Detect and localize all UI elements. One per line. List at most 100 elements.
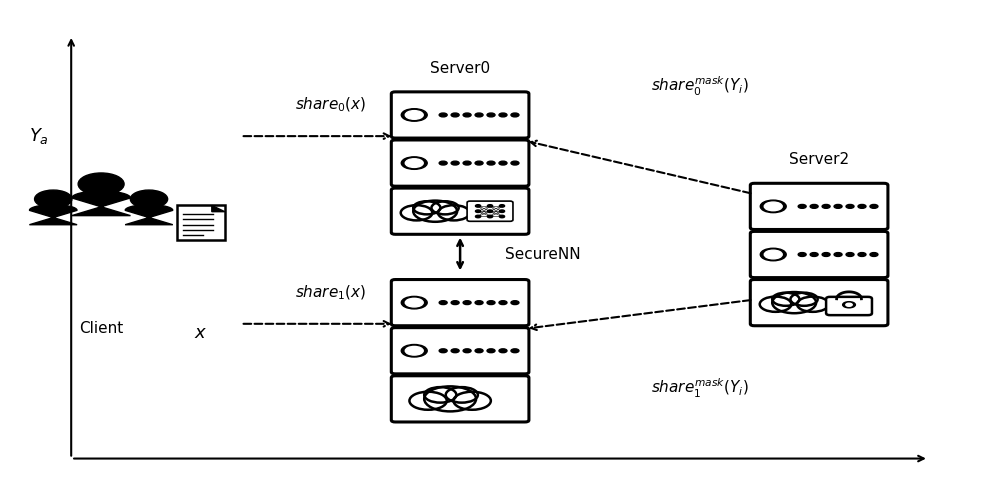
Circle shape: [487, 301, 495, 304]
Text: $share_0^{mask}(Y_i)$: $share_0^{mask}(Y_i)$: [651, 75, 748, 98]
FancyBboxPatch shape: [391, 188, 529, 234]
Circle shape: [822, 204, 830, 208]
Text: $share_1^{mask}(Y_i)$: $share_1^{mask}(Y_i)$: [651, 377, 748, 400]
Circle shape: [764, 250, 782, 259]
FancyBboxPatch shape: [391, 92, 529, 138]
Circle shape: [487, 205, 493, 207]
Circle shape: [451, 161, 459, 165]
Circle shape: [798, 204, 806, 208]
Circle shape: [822, 253, 830, 257]
Text: Server2: Server2: [789, 152, 849, 167]
FancyBboxPatch shape: [750, 231, 888, 278]
Circle shape: [499, 161, 507, 165]
Polygon shape: [212, 205, 225, 212]
Circle shape: [499, 113, 507, 117]
Circle shape: [760, 200, 786, 212]
Text: Client: Client: [79, 321, 123, 336]
Circle shape: [511, 301, 519, 304]
FancyBboxPatch shape: [177, 205, 225, 240]
Circle shape: [499, 210, 505, 212]
Circle shape: [405, 111, 423, 119]
Circle shape: [834, 253, 842, 257]
Circle shape: [409, 392, 447, 410]
Circle shape: [401, 205, 432, 220]
Circle shape: [846, 303, 852, 306]
Circle shape: [475, 161, 483, 165]
Circle shape: [487, 349, 495, 353]
Circle shape: [438, 205, 470, 220]
Circle shape: [499, 349, 507, 353]
Circle shape: [790, 293, 818, 306]
Circle shape: [499, 301, 507, 304]
Circle shape: [424, 386, 476, 411]
Circle shape: [439, 301, 447, 304]
Circle shape: [487, 210, 493, 212]
Circle shape: [475, 113, 483, 117]
Circle shape: [843, 302, 855, 308]
Circle shape: [834, 204, 842, 208]
Circle shape: [130, 190, 168, 208]
Circle shape: [858, 204, 866, 208]
Circle shape: [405, 347, 423, 355]
Circle shape: [797, 297, 829, 312]
Circle shape: [499, 215, 505, 218]
Circle shape: [405, 159, 423, 167]
Circle shape: [798, 253, 806, 257]
Polygon shape: [125, 205, 173, 225]
Polygon shape: [29, 205, 77, 225]
Text: SecureNN: SecureNN: [505, 246, 581, 261]
FancyBboxPatch shape: [826, 297, 872, 315]
Circle shape: [772, 292, 816, 313]
Circle shape: [463, 161, 471, 165]
Circle shape: [413, 201, 440, 214]
Circle shape: [475, 205, 481, 207]
Circle shape: [451, 349, 459, 353]
FancyBboxPatch shape: [391, 280, 529, 326]
Circle shape: [463, 113, 471, 117]
Polygon shape: [72, 191, 130, 216]
Circle shape: [870, 204, 878, 208]
Text: $share_0(x)$: $share_0(x)$: [295, 96, 366, 115]
Circle shape: [499, 205, 505, 207]
Circle shape: [772, 293, 799, 306]
Circle shape: [439, 161, 447, 165]
Circle shape: [475, 301, 483, 304]
Text: $share_1(x)$: $share_1(x)$: [295, 284, 366, 302]
Circle shape: [475, 215, 481, 218]
Circle shape: [475, 210, 481, 212]
Circle shape: [401, 345, 427, 357]
Circle shape: [463, 349, 471, 353]
Text: $Y_a$: $Y_a$: [29, 126, 49, 146]
FancyBboxPatch shape: [750, 280, 888, 326]
Circle shape: [446, 387, 478, 403]
Circle shape: [451, 301, 459, 304]
FancyBboxPatch shape: [391, 328, 529, 374]
Circle shape: [78, 173, 124, 195]
Circle shape: [451, 113, 459, 117]
Circle shape: [760, 248, 786, 261]
Circle shape: [454, 392, 491, 410]
Circle shape: [439, 349, 447, 353]
Circle shape: [424, 387, 456, 403]
Text: $x$: $x$: [194, 324, 207, 343]
Circle shape: [413, 200, 457, 222]
Circle shape: [439, 113, 447, 117]
Circle shape: [858, 253, 866, 257]
Circle shape: [760, 297, 791, 312]
Circle shape: [401, 109, 427, 121]
Circle shape: [475, 349, 483, 353]
Circle shape: [846, 253, 854, 257]
FancyBboxPatch shape: [391, 140, 529, 186]
Circle shape: [487, 215, 493, 218]
FancyBboxPatch shape: [467, 201, 513, 221]
Circle shape: [810, 253, 818, 257]
Circle shape: [463, 301, 471, 304]
Circle shape: [810, 204, 818, 208]
Circle shape: [401, 157, 427, 169]
FancyBboxPatch shape: [750, 183, 888, 229]
Circle shape: [511, 161, 519, 165]
Circle shape: [764, 202, 782, 211]
Circle shape: [35, 190, 72, 208]
Circle shape: [870, 253, 878, 257]
Circle shape: [401, 296, 427, 309]
